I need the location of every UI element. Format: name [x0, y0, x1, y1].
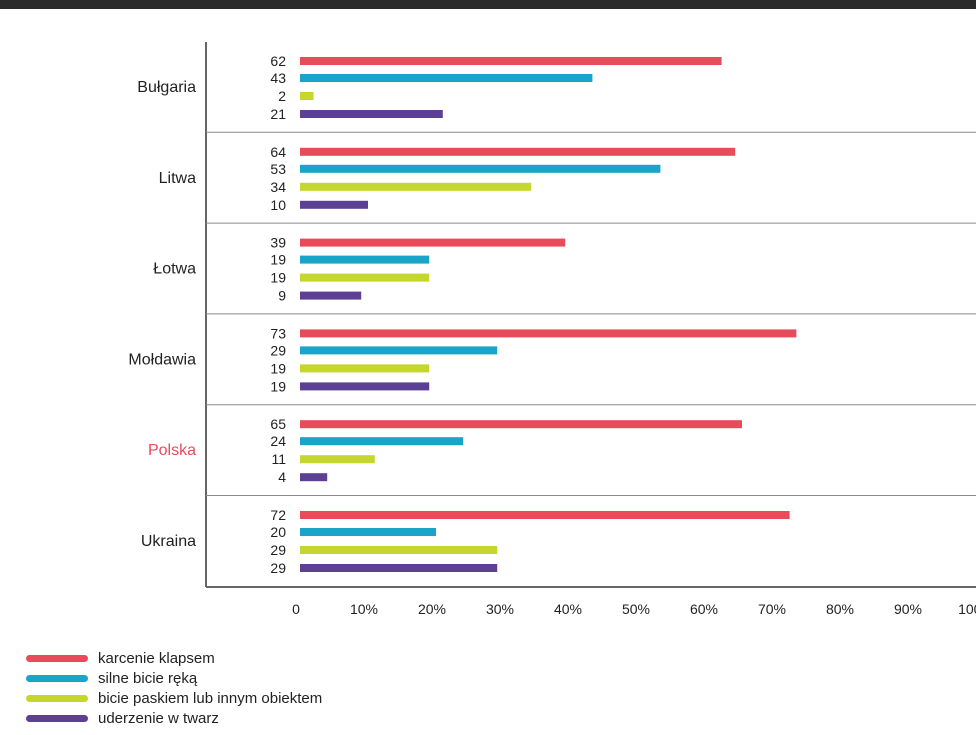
- bar-value-label: 29: [270, 342, 286, 358]
- bar-value-label: 19: [270, 360, 286, 376]
- bar-value-label: 4: [278, 469, 286, 485]
- bar-value-label: 2: [278, 88, 286, 104]
- x-tick-label: 100%: [958, 601, 976, 617]
- bar-value-label: 19: [270, 252, 286, 268]
- legend-item: silne bicie ręką: [26, 668, 322, 688]
- bar: [300, 382, 430, 391]
- legend-label: uderzenie w twarz: [98, 709, 219, 727]
- bar-value-label: 34: [270, 179, 286, 195]
- bar-value-label: 39: [270, 235, 286, 251]
- bar: [300, 238, 566, 247]
- x-tick-label: 50%: [622, 601, 650, 617]
- bar: [300, 182, 532, 191]
- bar: [300, 291, 362, 300]
- legend-item: uderzenie w twarz: [26, 708, 322, 728]
- bar-value-label: 20: [270, 524, 286, 540]
- bar-value-label: 9: [278, 288, 286, 304]
- bar: [300, 511, 790, 519]
- bar-chart: 0 10% 20% 30% 40% 50% 60% 70% 80% 90% 100% Bułgaria…: [128, 42, 976, 617]
- category-label: Mołdawia: [128, 351, 196, 368]
- bar-value-label: 43: [270, 70, 286, 86]
- bar: [300, 273, 430, 282]
- legend-swatch: [26, 714, 88, 722]
- category-label: Ukraina: [141, 533, 196, 550]
- x-tick-label: 40%: [554, 601, 582, 617]
- bar-value-label: 29: [270, 560, 286, 576]
- bar: [300, 420, 742, 429]
- x-tick-label: 70%: [758, 601, 786, 617]
- bar: [300, 346, 498, 355]
- bar-value-label: 10: [270, 197, 286, 213]
- x-tick-label: 60%: [690, 601, 718, 617]
- bar-value-label: 19: [270, 270, 286, 286]
- bar: [300, 200, 368, 209]
- bar-value-label: 53: [270, 161, 286, 177]
- bar-value-label: 21: [270, 106, 286, 122]
- bar-value-label: 65: [270, 416, 286, 432]
- bar: [300, 564, 498, 572]
- bar: [300, 164, 661, 173]
- category-label: Łotwa: [153, 261, 196, 278]
- legend-item: karcenie klapsem: [26, 648, 322, 668]
- x-tick-label: 10%: [350, 601, 378, 617]
- legend-swatch: [26, 674, 88, 682]
- bar-value-label: 64: [270, 144, 286, 160]
- bar-value-label: 62: [270, 53, 286, 69]
- category-label: Polska: [148, 442, 196, 459]
- category-label: Litwa: [159, 170, 196, 187]
- legend-item: bicie paskiem lub innym obiektem: [26, 688, 322, 708]
- bar: [300, 147, 736, 156]
- bar-value-label: 24: [270, 433, 286, 449]
- x-tick-label: 90%: [894, 601, 922, 617]
- bar-value-label: 72: [270, 507, 286, 523]
- bar: [300, 364, 430, 373]
- legend: karcenie klapsem silne bicie ręką bicie pa…: [26, 648, 322, 728]
- bar-value-label: 11: [271, 451, 286, 467]
- bar: [300, 528, 436, 536]
- legend-label: karcenie klapsem: [98, 649, 215, 667]
- x-tick-label: 20%: [418, 601, 446, 617]
- legend-swatch: [26, 694, 88, 702]
- bar: [300, 546, 498, 554]
- bar-value-label: 73: [270, 325, 286, 341]
- bar: [300, 92, 314, 100]
- legend-swatch: [26, 654, 88, 662]
- bar: [300, 74, 593, 82]
- x-tick-label: 30%: [486, 601, 514, 617]
- bar: [300, 329, 797, 338]
- bar: [300, 455, 375, 464]
- legend-label: silne bicie ręką: [98, 669, 198, 687]
- top-bar: [0, 0, 976, 9]
- category-label: Bułgaria: [137, 79, 196, 96]
- bar: [300, 255, 430, 264]
- x-tick-label: 0: [292, 601, 300, 617]
- bar: [300, 473, 328, 482]
- bar: [300, 437, 464, 446]
- bar: [300, 110, 443, 118]
- legend-label: bicie paskiem lub innym obiektem: [98, 689, 323, 707]
- bar: [300, 57, 722, 65]
- bar-value-label: 19: [270, 378, 286, 394]
- bar-value-label: 29: [270, 542, 286, 558]
- x-tick-label: 80%: [826, 601, 854, 617]
